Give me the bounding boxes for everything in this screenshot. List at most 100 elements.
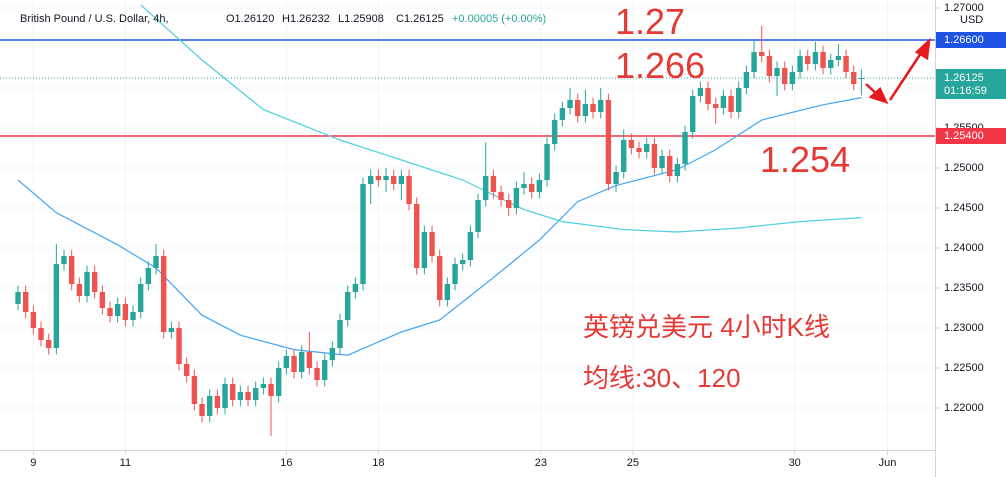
candle-body bbox=[107, 308, 113, 316]
annotation: 1.254 bbox=[760, 139, 850, 180]
candle-body bbox=[636, 148, 642, 152]
candle-body bbox=[567, 100, 573, 108]
candle-body bbox=[406, 176, 412, 204]
candle-body bbox=[160, 256, 167, 332]
candle-body bbox=[352, 284, 359, 292]
candle-body bbox=[682, 132, 688, 164]
candle-body bbox=[183, 364, 190, 376]
candle-body bbox=[797, 56, 803, 72]
candle-body bbox=[229, 384, 236, 400]
candle-body bbox=[467, 232, 474, 260]
candle-body bbox=[214, 396, 221, 408]
candle-body bbox=[774, 68, 780, 76]
level-tag bbox=[936, 32, 1006, 48]
x-tick-label: 11 bbox=[120, 457, 131, 469]
last-price-label: 1.26125 bbox=[944, 72, 984, 84]
candle-body bbox=[252, 388, 259, 400]
candle-body bbox=[690, 96, 696, 132]
candle-body bbox=[590, 104, 596, 112]
candle-body bbox=[835, 56, 842, 60]
candle-body bbox=[782, 68, 788, 84]
x-tick-label: 18 bbox=[372, 457, 384, 469]
header-open: O1.26120 bbox=[226, 13, 274, 25]
candle-body bbox=[283, 356, 290, 368]
y-tick-label: 1.25000 bbox=[944, 162, 984, 174]
candle-body bbox=[705, 88, 711, 104]
candle-body bbox=[245, 392, 251, 400]
annotation: 1.266 bbox=[615, 45, 705, 86]
candle-body bbox=[314, 368, 320, 380]
candle-body bbox=[383, 176, 389, 180]
candle-body bbox=[360, 184, 366, 284]
candle-body bbox=[222, 384, 228, 408]
header-low: L1.25908 bbox=[338, 13, 384, 25]
candle-body bbox=[651, 144, 658, 168]
candle-body bbox=[114, 304, 121, 316]
candle-body bbox=[766, 56, 773, 76]
candle-body bbox=[759, 52, 765, 56]
candle-body bbox=[22, 292, 29, 312]
candle-body bbox=[15, 292, 21, 304]
x-tick-label: Jun bbox=[879, 457, 897, 469]
candle-body bbox=[828, 60, 834, 68]
x-tick-label: 25 bbox=[627, 457, 639, 469]
candle-body bbox=[713, 104, 719, 108]
candle-body bbox=[544, 144, 550, 180]
candle-body bbox=[498, 192, 504, 200]
candle-body bbox=[621, 140, 627, 172]
y-tick-label: 1.23000 bbox=[944, 322, 984, 334]
candle-body bbox=[437, 256, 443, 300]
plot bbox=[0, 4, 935, 436]
candle-body bbox=[575, 100, 581, 116]
candle-body bbox=[237, 392, 244, 400]
candle-body bbox=[460, 260, 466, 264]
x-tick-label: 9 bbox=[30, 457, 36, 469]
x-tick-label: 23 bbox=[535, 457, 547, 469]
candle-body bbox=[851, 72, 857, 84]
candle-body bbox=[368, 176, 374, 184]
candle-body bbox=[414, 204, 420, 268]
candle-body bbox=[275, 368, 282, 396]
countdown: 01:16:59 bbox=[944, 85, 987, 97]
candle-body bbox=[667, 156, 673, 176]
candle-body bbox=[199, 404, 205, 416]
candle-body bbox=[613, 172, 619, 184]
y-tick-label: 1.24500 bbox=[944, 202, 984, 214]
x-tick-label: 16 bbox=[280, 457, 292, 469]
candle-body bbox=[521, 184, 527, 188]
candle-body bbox=[84, 272, 90, 296]
candle-body bbox=[536, 180, 543, 192]
candle-body bbox=[76, 284, 83, 296]
candle-body bbox=[337, 320, 343, 348]
candle-body bbox=[582, 104, 589, 116]
level-tag-label: 1.26600 bbox=[944, 34, 984, 46]
axes: 1.22000 1.22500 1.23000 1.23500 1.24000 1.245… bbox=[30, 2, 1006, 469]
candle-body bbox=[812, 52, 819, 64]
candle-body bbox=[598, 100, 604, 112]
candle-body bbox=[137, 284, 144, 312]
candle-body bbox=[444, 284, 451, 300]
candle-body bbox=[728, 96, 734, 112]
candle-body bbox=[176, 328, 182, 364]
arrowhead bbox=[914, 37, 931, 61]
header-high: H1.26232 bbox=[282, 13, 330, 25]
candle-body bbox=[605, 100, 612, 184]
candle-body bbox=[697, 88, 704, 96]
candle-body bbox=[475, 200, 481, 232]
annotation: 均线:30、120 bbox=[583, 363, 741, 393]
header-close: C1.26125 bbox=[396, 13, 444, 25]
candle-body bbox=[506, 200, 512, 208]
candle-body bbox=[91, 272, 98, 292]
candle-body bbox=[429, 232, 435, 256]
candle-body bbox=[720, 96, 727, 108]
candle-body bbox=[53, 264, 60, 348]
candle-body bbox=[398, 176, 405, 184]
candle-body bbox=[674, 164, 681, 176]
annotation: 英镑兑美元 4小时K线 bbox=[583, 312, 830, 342]
candle-body bbox=[329, 348, 336, 360]
arrow bbox=[888, 49, 925, 101]
candle-body bbox=[644, 144, 650, 152]
candle-body bbox=[260, 384, 267, 388]
candle-body bbox=[559, 108, 566, 120]
candle-body bbox=[529, 184, 535, 192]
